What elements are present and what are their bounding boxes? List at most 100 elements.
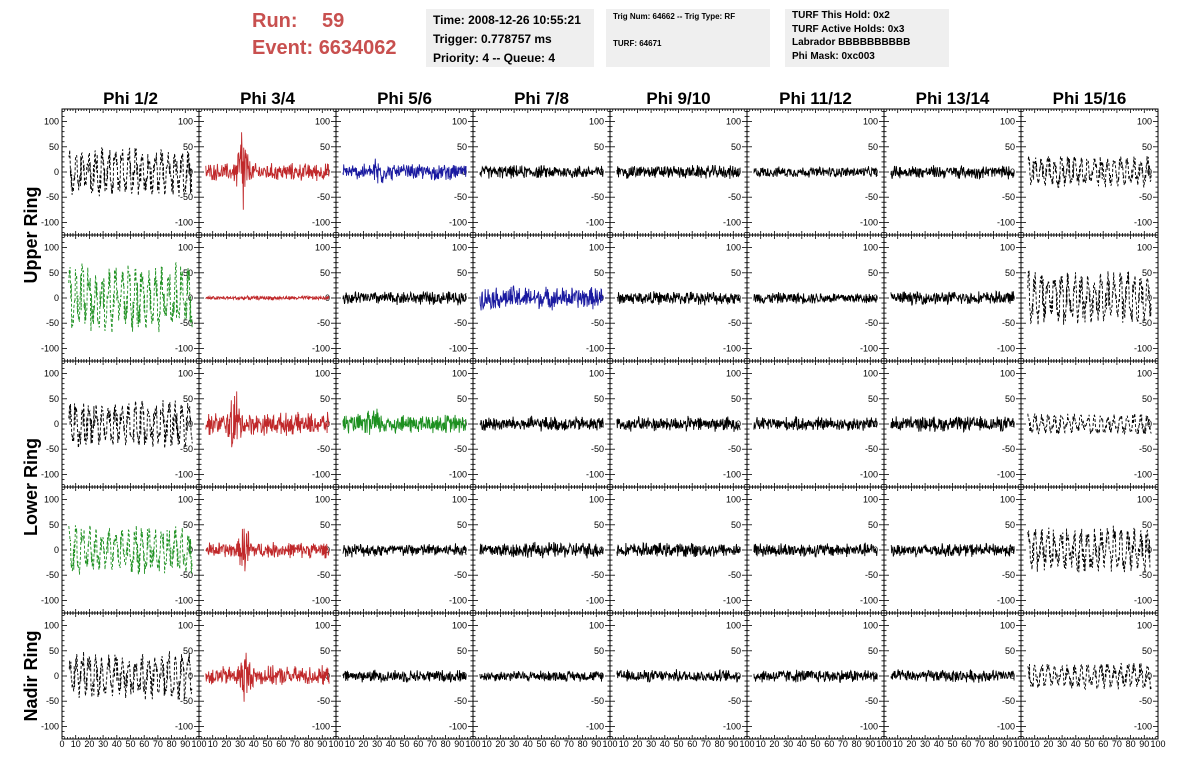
waveform-line [753,166,878,178]
waveform-line [68,147,193,197]
y-tick-label: 50 [457,520,467,530]
y-tick-label: 100 [315,243,330,253]
panel-frame [1020,108,1159,236]
y-tick-label: -100 [860,469,878,479]
row-label: Upper Ring [21,187,41,284]
waveform-line [68,400,193,449]
y-tick-label: -100 [175,343,193,353]
waveform-line [205,528,330,572]
y-tick-label: 50 [183,520,193,530]
y-tick-label: 100 [452,117,467,127]
y-tick-label: 100 [589,243,604,253]
time-info-box: Time: 2008-12-26 10:55:21 Trigger: 0.778… [426,9,594,67]
y-tick-label: -50 [591,192,604,202]
y-tick-label: 100 [178,369,193,379]
y-tick-label: 100 [44,243,59,253]
event-value: 6634062 [318,37,397,59]
y-tick-label: -100 [449,595,467,605]
y-tick-label: 50 [731,142,741,152]
y-tick-label: 50 [183,142,193,152]
run-label: Run: [252,10,298,32]
y-tick-label: 100 [452,369,467,379]
waveform-line [342,543,467,558]
y-tick-label: -100 [41,343,59,353]
y-tick-label: 50 [594,268,604,278]
y-tick-label: 50 [594,394,604,404]
y-tick-label: -100 [175,595,193,605]
waveform-line [890,290,1015,306]
y-tick-label: -100 [41,217,59,227]
y-tick-label: -100 [41,469,59,479]
waveform-line [68,262,193,333]
y-tick-label: 50 [183,394,193,404]
y-tick-label: -100 [449,217,467,227]
y-tick-label: 100 [315,369,330,379]
y-tick-label: -100 [312,595,330,605]
y-tick-label: 50 [731,394,741,404]
y-tick-label: -50 [454,570,467,580]
y-tick-label: 50 [1142,268,1152,278]
y-tick-label: -100 [1134,217,1152,227]
y-tick-label: -50 [317,192,330,202]
turf-active-line: TURF Active Holds: 0x3 [792,23,905,35]
y-tick-label: 100 [863,495,878,505]
y-tick-label: -50 [591,444,604,454]
y-tick-label: -100 [723,217,741,227]
y-tick-label: -50 [1002,192,1015,202]
y-tick-label: -100 [723,343,741,353]
column-header: Phi 11/12 [779,89,852,108]
y-tick-label: -100 [586,217,604,227]
y-tick-label: -100 [41,595,59,605]
waveform-line [616,415,741,432]
waveform-line [342,290,467,306]
y-tick-label: 0 [325,167,330,177]
column-header: Phi 15/16 [1053,89,1127,108]
y-tick-label: 0 [54,545,59,555]
y-tick-label: -100 [175,469,193,479]
waveform-line [479,165,604,179]
y-tick-label: 100 [315,495,330,505]
y-tick-label: -100 [723,595,741,605]
y-tick-label: 0 [54,167,59,177]
turf-line: TURF: 64671 [613,39,662,48]
trig-num-line: Trig Num: 64662 -- Trig Type: RF [613,12,736,21]
y-tick-label: 100 [1000,243,1015,253]
trigger-line: Trigger: 0.778757 ms [433,32,552,46]
waveform-line [1027,270,1152,325]
y-tick-label: 50 [594,520,604,530]
y-tick-label: -50 [865,192,878,202]
y-tick-label: 100 [178,117,193,127]
y-tick-label: -100 [1134,469,1152,479]
y-tick-label: -100 [860,217,878,227]
y-tick-label: -100 [860,343,878,353]
y-tick-label: 0 [325,545,330,555]
y-tick-label: -50 [728,318,741,328]
y-tick-label: -50 [865,570,878,580]
y-tick-label: 100 [726,243,741,253]
y-tick-label: -100 [723,469,741,479]
column-header: Phi 5/6 [377,89,432,108]
waveform-line [68,525,193,575]
waveform-line [1027,413,1152,436]
waveform-line [890,165,1015,180]
y-tick-label: -50 [591,570,604,580]
y-tick-label: -50 [728,192,741,202]
y-tick-label: -100 [860,595,878,605]
y-tick-label: 0 [1010,167,1015,177]
